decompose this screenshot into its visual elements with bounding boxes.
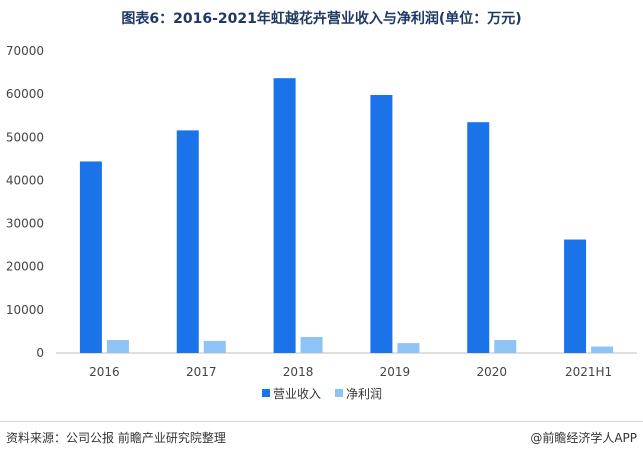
- bar-net-profit-2019: [397, 343, 420, 353]
- bar-revenue-2016: [79, 161, 102, 353]
- y-tick-label: 70000: [6, 44, 44, 58]
- bar-net-profit-2018: [300, 337, 323, 353]
- y-tick-label: 20000: [6, 260, 44, 274]
- y-tick-label: 40000: [6, 173, 44, 187]
- bar-net-profit-2016: [106, 340, 129, 353]
- legend-swatch-revenue: [262, 389, 270, 397]
- y-tick-label: 60000: [6, 87, 44, 101]
- source-note: 资料来源：公司公报 前瞻产业研究院整理: [6, 431, 226, 445]
- y-tick-label: 30000: [6, 217, 44, 231]
- bar-revenue-2018: [273, 78, 296, 354]
- x-tick-label: 2018: [283, 365, 314, 379]
- x-tick-label: 2020: [476, 365, 507, 379]
- bar-revenue-2020: [467, 122, 490, 353]
- bar-net-profit-2017: [203, 340, 226, 353]
- bar-revenue-2021H1: [564, 239, 587, 353]
- bar-net-profit-2021H1: [591, 346, 614, 353]
- bar-revenue-2019: [370, 95, 393, 354]
- x-tick-label: 2017: [186, 365, 217, 379]
- x-tick-label: 2021H1: [565, 365, 612, 379]
- chart-title: 图表6：2016-2021年虹越花卉营业收入与净利润(单位：万元): [121, 11, 522, 27]
- brand-credit: @前瞻经济学人APP: [530, 431, 637, 445]
- legend-label-revenue: 营业收入: [273, 387, 321, 401]
- y-tick-label: 10000: [6, 303, 44, 317]
- bar-net-profit-2020: [494, 340, 517, 353]
- y-tick-label: 50000: [6, 130, 44, 144]
- bar-revenue-2017: [176, 130, 199, 353]
- legend-swatch-net-profit: [335, 389, 343, 397]
- y-tick-label: 0: [36, 346, 44, 360]
- x-tick-label: 2016: [89, 365, 120, 379]
- x-tick-label: 2019: [380, 365, 411, 379]
- footer: 资料来源：公司公报 前瞻产业研究院整理 @前瞻经济学人APP: [0, 421, 643, 451]
- legend-label-net-profit: 净利润: [346, 387, 382, 401]
